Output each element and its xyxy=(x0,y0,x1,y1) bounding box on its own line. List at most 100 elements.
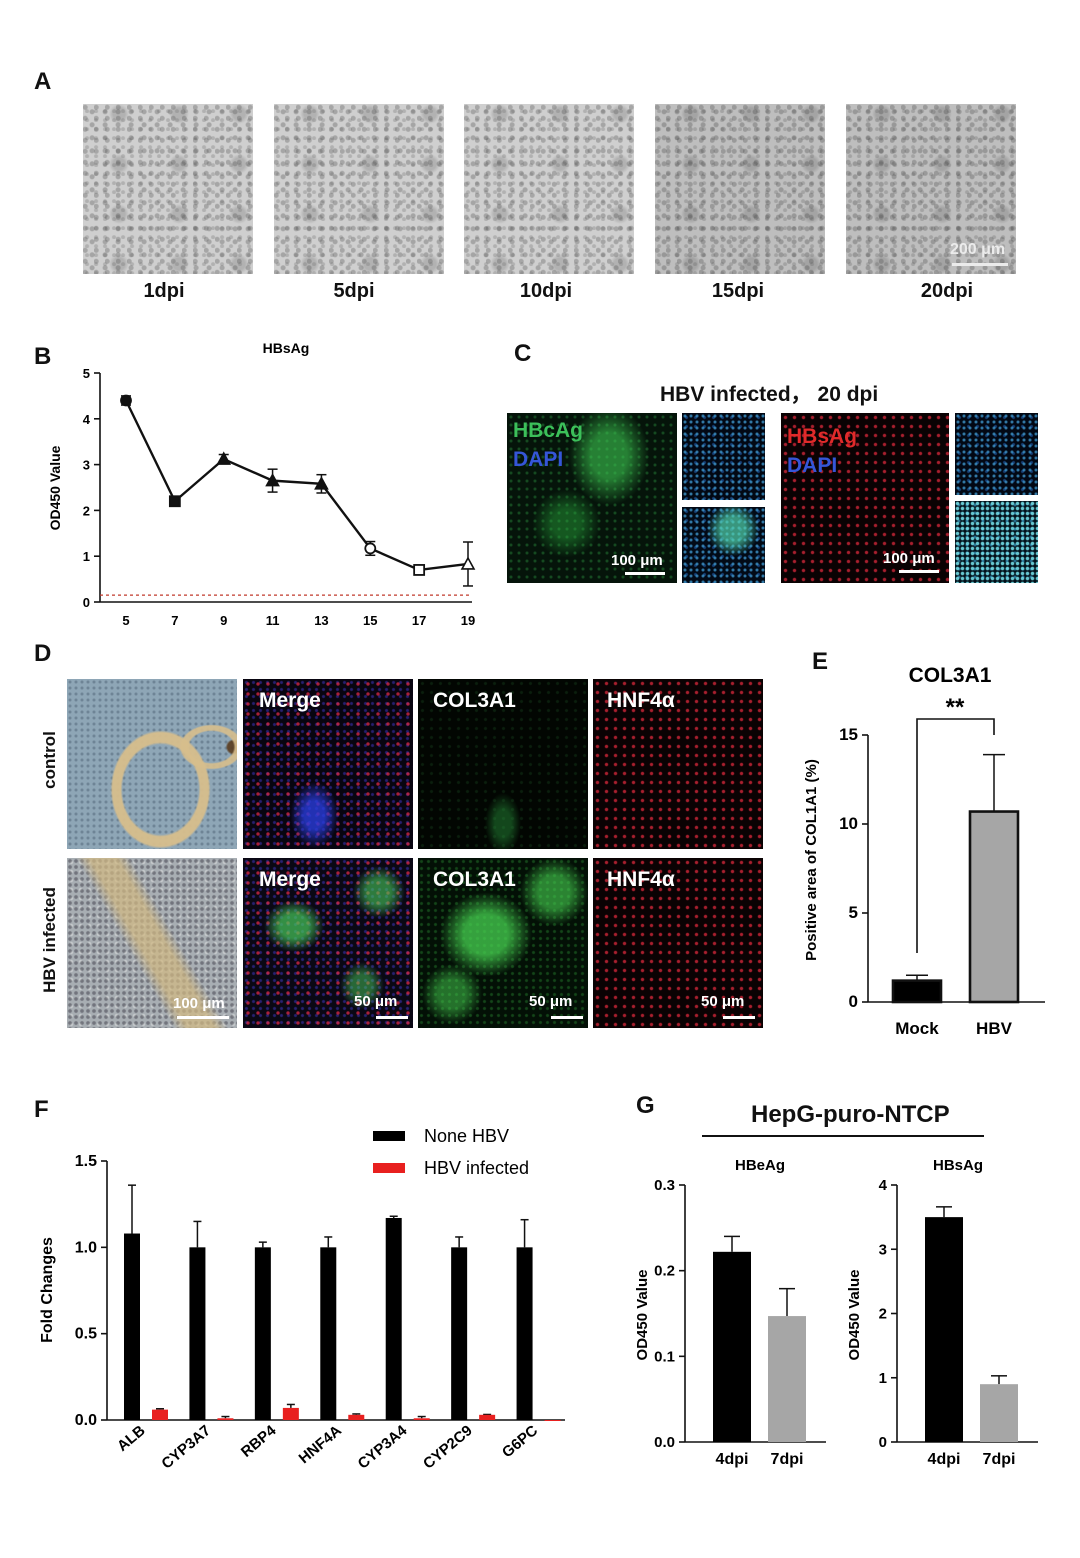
dapi-image-c2 xyxy=(955,413,1038,495)
chart-f-bar-hbv-infected xyxy=(282,1407,299,1420)
chart-b-y-tick-label: 4 xyxy=(83,412,91,427)
brightfield-image-15dpi xyxy=(655,104,825,274)
hbcag-fluorescence-image: HBcAg DAPI 100 μm xyxy=(507,413,677,583)
chart-e-significance-label: ** xyxy=(946,694,965,721)
scale-bar-d2 xyxy=(551,1016,583,1019)
merge-image-hbv: Merge 50 μm xyxy=(243,858,413,1028)
chart-f-bar-none-hbv xyxy=(189,1247,206,1420)
chart-e-bar xyxy=(891,979,943,1004)
brightfield-image-1dpi xyxy=(83,104,253,274)
hnf4a-label-control: HNF4α xyxy=(607,689,675,712)
chart-f-bar-hbv-infected xyxy=(217,1418,234,1420)
chart-b-x-tick-label: 17 xyxy=(412,613,426,628)
panel-a-letter: A xyxy=(34,68,52,95)
chart-b-y-tick-label: 1 xyxy=(83,549,90,564)
chart-f-legend-label: None HBV xyxy=(424,1126,509,1146)
scale-bar-c1 xyxy=(625,572,665,575)
panel-c-title: HBV infected， 20 dpi xyxy=(660,383,879,406)
chart-f-y-tick-label: 0.5 xyxy=(75,1326,97,1343)
chart-f-bar-hbv-infected xyxy=(152,1409,168,1420)
chart-b-point xyxy=(364,542,377,555)
merge-image-c1 xyxy=(682,507,765,583)
hbcag-channel-label: HBcAg xyxy=(513,419,584,442)
chart-f-bar-hbv-infected xyxy=(348,1414,365,1420)
panel-b-letter: B xyxy=(34,343,52,370)
chart-g-hbeag-x-tick-label: 4dpi xyxy=(716,1451,749,1468)
chart-f-y-tick-label: 1.0 xyxy=(75,1239,97,1256)
chart-f-y-tick-label: 1.5 xyxy=(75,1153,97,1170)
chart-e-title: COL3A1 xyxy=(909,664,992,687)
chart-b-ylabel: OD450 Value xyxy=(47,445,63,530)
chart-b-point xyxy=(314,476,329,490)
chart-f-bar-none-hbv xyxy=(320,1247,337,1420)
scale-bar-d-phase xyxy=(177,1016,229,1019)
col3a1-image-hbv: COL3A1 50 μm xyxy=(418,858,588,1028)
scale-bar-a xyxy=(952,263,1008,266)
chart-f-x-tick-label: HNF4A xyxy=(296,1422,345,1467)
hnf4a-label-hbv: HNF4α xyxy=(607,868,675,891)
chart-g-hbeag-y-tick-label: 0.1 xyxy=(654,1348,675,1365)
label-1dpi: 1dpi xyxy=(143,280,185,302)
chart-b-x-tick-label: 5 xyxy=(122,613,129,628)
chart-e-bar xyxy=(968,810,1020,1004)
chart-g-hbsag-bar xyxy=(980,1384,1018,1442)
dapi-channel-label-2: DAPI xyxy=(787,454,838,477)
chart-f-legend-swatch xyxy=(373,1163,405,1173)
phase-image-hbv: 100 μm xyxy=(67,858,237,1028)
chart-g-hbsag-x-tick-label: 4dpi xyxy=(928,1451,961,1468)
col3a1-image-control: COL3A1 xyxy=(418,679,588,849)
chart-f-x-tick-label: G6PC xyxy=(499,1422,541,1461)
panel-g-letter: G xyxy=(636,1092,655,1119)
label-20dpi: 20dpi xyxy=(920,280,974,302)
chart-g-hbsag-ylabel: OD450 Value xyxy=(846,1270,863,1361)
chart-g-hbsag-x-tick-label: 7dpi xyxy=(983,1451,1016,1468)
hbsag-channel-label: HBsAg xyxy=(787,425,858,448)
chart-e-y-tick-label: 10 xyxy=(839,814,858,833)
chart-f-legend-label: HBV infected xyxy=(424,1158,529,1178)
chart-e-y-tick-label: 0 xyxy=(849,992,858,1011)
chart-g-hbeag-bar xyxy=(713,1251,751,1442)
chart-b-x-tick-label: 9 xyxy=(220,613,227,628)
col3a1-label-hbv: COL3A1 xyxy=(433,868,516,891)
chart-f-x-tick-label: CYP3A7 xyxy=(158,1422,214,1473)
chart-f-bar-none-hbv xyxy=(385,1217,402,1420)
dapi-channel-label-1: DAPI xyxy=(513,448,564,471)
chart-e-y-tick-label: 5 xyxy=(849,903,858,922)
chart-b-point xyxy=(413,564,426,576)
scale-bar-label-d-phase: 100 μm xyxy=(173,995,225,1012)
scale-bar-label-d1: 50 μm xyxy=(354,993,398,1010)
chart-f-bar-hbv-infected xyxy=(413,1418,430,1420)
label-10dpi: 10dpi xyxy=(519,280,573,302)
chart-f-x-tick-label: ALB xyxy=(114,1422,149,1455)
panel-g-title-underline xyxy=(702,1135,984,1137)
chart-b-point xyxy=(168,495,181,508)
chart-g-hbsag: HBsAg OD450 Value 0 1 2 3 4 4dpi 7dpi xyxy=(846,1157,1038,1468)
chart-f-bar-hbv-infected xyxy=(479,1414,496,1420)
panel-g-title: HepG-puro-NTCP xyxy=(751,1101,950,1128)
chart-e-significance-bracket xyxy=(916,718,995,953)
chart-b-title: HBsAg xyxy=(263,340,310,356)
chart-g-hbeag: HBeAg OD450 Value 0.0 0.1 0.2 0.3 4dpi 7dpi xyxy=(634,1157,826,1468)
brightfield-image-10dpi xyxy=(464,104,634,274)
chart-g-hbsag-title: HBsAg xyxy=(933,1157,983,1174)
hbsag-fluorescence-image: HBsAg DAPI 100 μm xyxy=(781,413,949,583)
chart-b-y-tick-label: 0 xyxy=(83,595,90,610)
scale-bar-label-c2: 100 μm xyxy=(883,550,935,567)
chart-b-y-tick-label: 5 xyxy=(83,366,90,381)
scale-bar-d1 xyxy=(376,1016,408,1019)
chart-f-bar-none-hbv xyxy=(124,1233,140,1420)
hnf4a-image-control: HNF4α xyxy=(593,679,763,849)
brightfield-image-20dpi: 200 μm xyxy=(846,104,1016,274)
scale-bar-label-a: 200 μm xyxy=(950,241,1006,258)
scale-bar-label-c1: 100 μm xyxy=(611,552,663,569)
chart-f-bar-none-hbv xyxy=(451,1247,468,1420)
col3a1-label-control: COL3A1 xyxy=(433,689,516,712)
chart-b-x-tick-label: 15 xyxy=(363,613,377,628)
chart-f-ylabel: Fold Changes xyxy=(39,1237,56,1343)
chart-g-hbsag-bar xyxy=(925,1217,963,1442)
chart-b-x-tick-label: 11 xyxy=(266,613,280,628)
chart-f-legend-swatch xyxy=(373,1131,405,1141)
row-label-control: control xyxy=(40,731,59,789)
chart-g-hbsag-y-tick-label: 1 xyxy=(879,1370,887,1387)
chart-b-y-tick-label: 2 xyxy=(83,503,90,518)
